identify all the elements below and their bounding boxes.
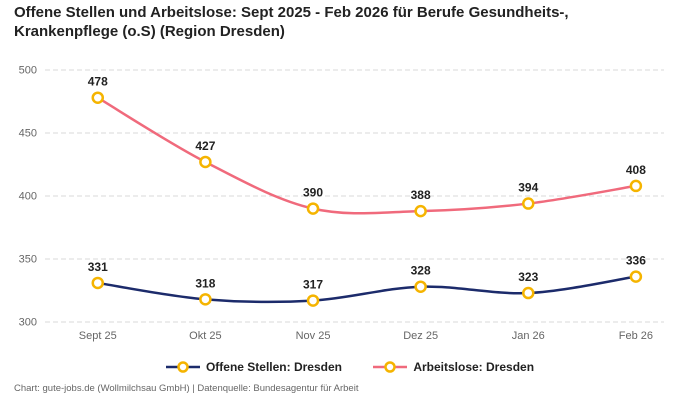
svg-text:317: 317 xyxy=(303,278,323,292)
svg-text:Dez 25: Dez 25 xyxy=(403,330,438,342)
svg-text:400: 400 xyxy=(19,191,37,203)
svg-text:350: 350 xyxy=(19,254,37,266)
svg-text:500: 500 xyxy=(19,65,37,77)
svg-text:318: 318 xyxy=(195,276,215,290)
svg-text:331: 331 xyxy=(88,260,108,274)
svg-text:336: 336 xyxy=(626,254,646,268)
svg-text:323: 323 xyxy=(518,270,538,284)
svg-text:390: 390 xyxy=(303,186,323,200)
svg-text:394: 394 xyxy=(518,181,538,195)
svg-text:300: 300 xyxy=(19,317,37,329)
svg-text:Okt 25: Okt 25 xyxy=(189,330,221,342)
svg-text:Nov 25: Nov 25 xyxy=(296,330,331,342)
svg-text:450: 450 xyxy=(19,128,37,140)
svg-text:408: 408 xyxy=(626,163,646,177)
svg-text:Jan 26: Jan 26 xyxy=(512,330,545,342)
svg-text:Sept 25: Sept 25 xyxy=(79,330,117,342)
svg-text:388: 388 xyxy=(411,188,431,202)
svg-text:478: 478 xyxy=(88,75,108,89)
svg-text:427: 427 xyxy=(195,139,215,153)
svg-text:Feb 26: Feb 26 xyxy=(619,330,653,342)
svg-text:328: 328 xyxy=(411,264,431,278)
